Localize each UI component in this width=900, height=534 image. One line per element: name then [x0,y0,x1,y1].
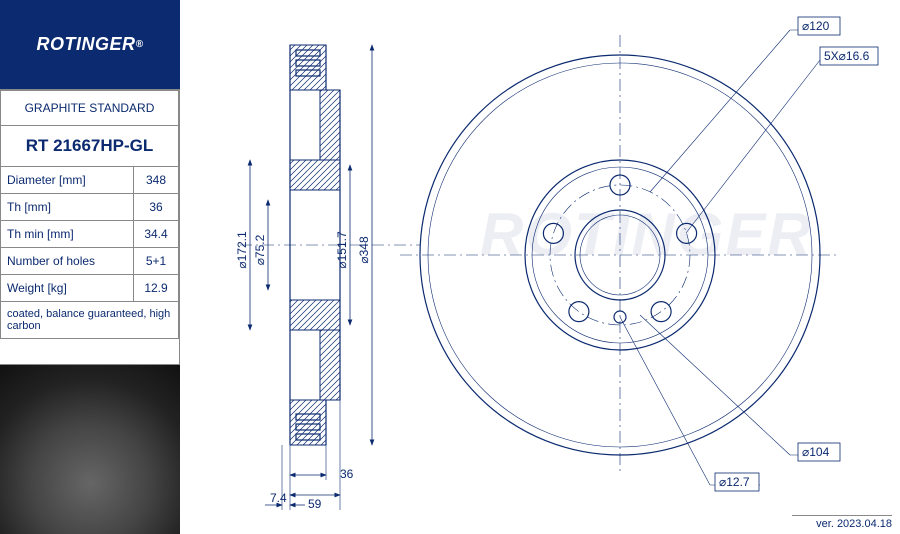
spec-value: 5+1 [134,248,179,275]
front-view: ⌀120 5X⌀16.6 ⌀104 ⌀12.7 [400,17,878,491]
svg-text:59: 59 [308,497,322,511]
svg-text:⌀172.1: ⌀172.1 [235,231,249,269]
drawing-svg: ⌀172.1 ⌀75.2 ⌀151.7 ⌀348 7.4 59 [180,0,900,534]
category-label: GRAPHITE STANDARD [1,91,179,126]
spec-table: GRAPHITE STANDARD RT 21667HP-GL Diameter… [0,90,179,339]
spec-value: 36 [134,194,179,221]
spec-value: 34.4 [134,221,179,248]
brand-text: ROTINGER [37,34,136,55]
part-number: RT 21667HP-GL [1,126,179,167]
registered-mark: ® [136,39,144,50]
spec-sidebar: ROTINGER® GRAPHITE STANDARD RT 21667HP-G… [0,0,180,534]
callouts: ⌀120 5X⌀16.6 ⌀104 ⌀12.7 [620,17,878,491]
spec-label: Th min [mm] [1,221,134,248]
section-lower [290,300,340,445]
spec-label: Number of holes [1,248,134,275]
spec-value: 348 [134,167,179,194]
product-photo [0,364,180,534]
svg-text:5X⌀16.6: 5X⌀16.6 [824,49,870,63]
svg-text:⌀151.7: ⌀151.7 [335,231,349,269]
version-label: ver. 2023.04.18 [792,515,892,530]
spec-label: Weight [kg] [1,275,134,302]
spec-label: Th [mm] [1,194,134,221]
svg-text:⌀348: ⌀348 [357,236,371,264]
brand-logo: ROTINGER® [0,0,180,90]
spec-note: coated, balance guaranteed, high carbon [1,302,179,339]
section-view: ⌀172.1 ⌀75.2 ⌀151.7 ⌀348 7.4 59 [235,45,420,511]
spec-label: Diameter [mm] [1,167,134,194]
svg-text:36: 36 [340,467,354,481]
svg-text:⌀12.7: ⌀12.7 [719,475,750,489]
spec-value: 12.9 [134,275,179,302]
svg-text:7.4: 7.4 [270,491,287,505]
svg-text:⌀104: ⌀104 [802,445,830,459]
section-upper [290,45,340,190]
svg-text:⌀75.2: ⌀75.2 [253,234,267,265]
svg-text:⌀120: ⌀120 [802,19,830,33]
technical-drawing: ROTINGER [180,0,900,534]
